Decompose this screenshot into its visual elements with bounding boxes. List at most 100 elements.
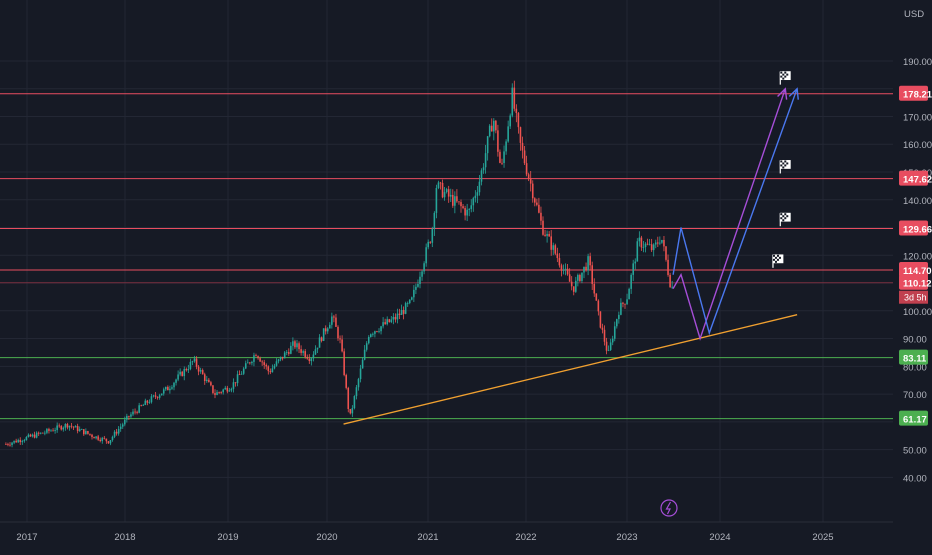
x-tick-label: 2018 [114,532,135,543]
candle-body [554,245,557,254]
candle-body [493,120,495,132]
flag-check [780,160,783,163]
candle-body [50,430,52,432]
candle-body [544,234,546,236]
candle-body [316,347,319,350]
candle-body [577,274,579,281]
candle-body [566,268,569,275]
candle-body [136,411,138,413]
candle-body [531,183,534,199]
candle-body [283,352,286,359]
candle-body [365,343,368,350]
flag-check [784,71,787,74]
candle-body [70,425,73,427]
candle-body [134,411,136,413]
y-tick-label: 100.00 [903,307,932,318]
candle-body [525,163,528,175]
candle-body [546,234,548,236]
candle-body [23,440,26,442]
candle-body [17,440,20,443]
candle-body [97,436,99,440]
candle-body [406,303,409,304]
candle-body [21,441,24,443]
candle-body [534,198,536,203]
candle-body [363,349,366,360]
y-tick-label: 140.00 [903,196,932,207]
candle-body [652,244,655,251]
candle-body [669,274,671,288]
candle-body [657,242,659,244]
candle-body [25,436,28,441]
candle-body [228,390,231,392]
candle-body [99,439,102,441]
candle-body [173,382,175,388]
candle-body [601,327,604,330]
candle-body [449,194,452,197]
candle-body [575,280,577,292]
candle-body [326,328,329,332]
candle-body [253,355,255,362]
candle-body [271,368,274,373]
candle-body [189,361,192,369]
candle-body [495,120,497,131]
flag-check [784,217,787,220]
candle-body [404,303,407,314]
price-tag [899,410,928,426]
candle-body [400,309,403,316]
price-tag-label: 178.21 [903,90,932,101]
candle-body [503,151,505,163]
price-tag [899,220,928,236]
candle-body [620,302,622,315]
candle-body [273,365,276,369]
candle-body [85,431,87,435]
candle-body [148,402,151,403]
candle-body [482,167,485,171]
candle-body [628,288,630,300]
price-tag [899,261,928,277]
candle-body [132,411,134,415]
candle-body [632,263,635,275]
trendline[interactable] [343,314,798,425]
projection-path-purple[interactable] [672,88,786,341]
candle-body [540,212,542,221]
event-marker-icon[interactable] [660,499,678,517]
lightning-icon [665,501,672,515]
candle-body [484,153,487,168]
candle-body [126,415,128,420]
candle-body [302,351,304,353]
flag-check [776,254,779,257]
candle-body [199,370,202,372]
candle-body [646,243,649,245]
candle-body [318,337,321,348]
candle-body [7,444,9,445]
candle-body [201,370,204,375]
candle-body [222,389,225,393]
projection-path-blue[interactable] [672,88,798,336]
candle-body [95,436,97,439]
candle-body [5,444,7,445]
candle-body [9,444,11,446]
candle-body [195,358,198,367]
candle-body [466,209,468,216]
candle-body [505,141,507,152]
candle-body [529,178,532,184]
candle-body [181,371,184,377]
candle-body [91,434,93,438]
candle-body [87,431,89,434]
price-tag-label: 110.12 [903,279,932,290]
candle-body [54,430,56,431]
candle-body [663,239,665,247]
candle-body [421,271,423,277]
candle-body [140,405,143,407]
candle-body [333,316,335,318]
flag-check [786,162,789,165]
candle-body [384,322,386,325]
candle-body [322,328,325,341]
candle-body [52,430,54,432]
candle-body [31,434,34,437]
flag-check [780,75,783,78]
candle-body [275,361,278,366]
candle-body [671,286,673,288]
y-tick-label: 70.00 [903,390,927,401]
